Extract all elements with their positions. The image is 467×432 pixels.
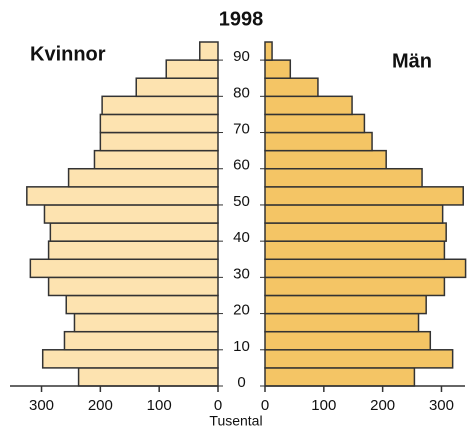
x-tick-label: 300 xyxy=(429,397,454,414)
bar xyxy=(63,330,219,351)
bar xyxy=(99,131,219,152)
bar xyxy=(264,149,387,170)
age-label: 30 xyxy=(233,265,250,282)
bar xyxy=(264,131,373,152)
bar xyxy=(264,59,292,79)
bar xyxy=(264,312,420,333)
bar xyxy=(264,330,432,351)
x-tick-label: 200 xyxy=(370,397,395,414)
age-label: 80 xyxy=(233,84,250,101)
x-axis-label: Tusental xyxy=(209,413,262,429)
legend-left: Kvinnor xyxy=(30,43,106,65)
bar xyxy=(77,367,219,387)
bar xyxy=(49,222,219,242)
bar xyxy=(264,186,464,206)
bar xyxy=(264,41,273,61)
bar xyxy=(73,312,219,333)
bar xyxy=(47,240,219,261)
x-tick-label: 100 xyxy=(311,397,336,414)
bar xyxy=(264,95,353,116)
chart-title: 1998 xyxy=(219,8,264,30)
bar xyxy=(264,258,467,279)
bar xyxy=(99,113,219,134)
bar xyxy=(165,59,219,79)
age-label: 20 xyxy=(233,302,250,319)
bar xyxy=(264,222,447,242)
x-tick-label: 300 xyxy=(29,397,54,414)
bar xyxy=(135,77,219,98)
legend-right: Män xyxy=(392,50,432,72)
x-tick-label: 0 xyxy=(261,397,269,414)
bar xyxy=(264,167,423,188)
bar xyxy=(264,77,319,98)
x-tick-label: 200 xyxy=(88,397,113,414)
bar xyxy=(264,240,446,261)
bar xyxy=(264,204,444,224)
age-label: 0 xyxy=(237,374,245,391)
bar xyxy=(67,167,219,188)
bar xyxy=(43,204,219,224)
bar xyxy=(264,367,416,387)
age-label: 40 xyxy=(233,229,250,246)
age-label: 50 xyxy=(233,193,250,210)
age-label: 60 xyxy=(233,157,250,174)
bar xyxy=(41,349,219,369)
bar xyxy=(199,41,219,61)
x-tick-label: 100 xyxy=(147,397,172,414)
age-label: 10 xyxy=(233,338,250,355)
bar xyxy=(264,349,454,369)
bar xyxy=(264,276,446,297)
x-tick-label: 0 xyxy=(214,397,222,414)
bar xyxy=(65,294,219,315)
bar xyxy=(47,276,219,297)
bar xyxy=(29,258,219,279)
bar xyxy=(26,186,219,206)
bar xyxy=(264,294,427,315)
age-label: 70 xyxy=(233,120,250,137)
age-label: 90 xyxy=(233,48,250,65)
bar xyxy=(93,149,219,170)
bar xyxy=(264,113,366,134)
bar xyxy=(101,95,219,116)
